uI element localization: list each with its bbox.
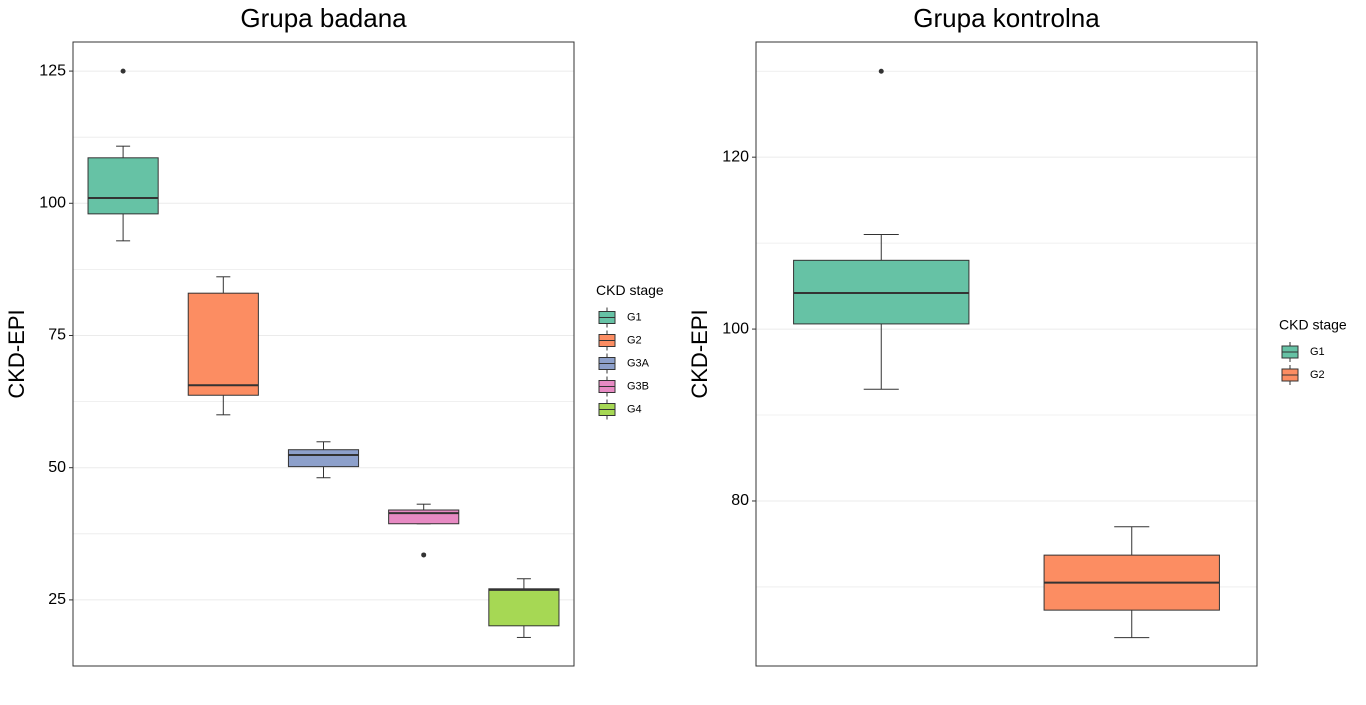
box [287, 449, 360, 468]
box [87, 157, 159, 215]
chart-title: Grupa badana [240, 3, 407, 33]
legend-label: G2 [627, 334, 642, 346]
y-tick-label: 75 [48, 327, 66, 344]
legend-label: G4 [627, 403, 642, 415]
y-tick-label: 80 [731, 492, 749, 509]
y-tick-label: 125 [39, 62, 66, 79]
box [187, 292, 259, 396]
outlier [120, 68, 126, 74]
outlier [878, 68, 884, 74]
legend-label: G1 [1310, 346, 1325, 358]
box [488, 588, 560, 627]
box [388, 509, 460, 525]
legend-label: G3A [627, 357, 650, 369]
y-tick-label: 100 [722, 320, 749, 337]
y-tick-label: 120 [722, 148, 749, 165]
legend-label: G3B [627, 380, 649, 392]
legend-title: CKD stage [596, 282, 664, 298]
y-tick-label: 100 [39, 195, 66, 212]
y-tick-label: 25 [48, 591, 66, 608]
legend-label: G1 [627, 311, 642, 323]
legend-label: G2 [1310, 369, 1325, 381]
chart-title: Grupa kontrolna [913, 3, 1100, 33]
plot-border [72, 41, 575, 667]
plot-border [755, 41, 1258, 667]
y-axis-label: CKD-EPI [4, 309, 29, 398]
y-axis-label: CKD-EPI [687, 309, 712, 398]
y-tick-label: 50 [48, 459, 66, 476]
outlier [421, 552, 427, 558]
legend-title: CKD stage [1279, 317, 1347, 333]
